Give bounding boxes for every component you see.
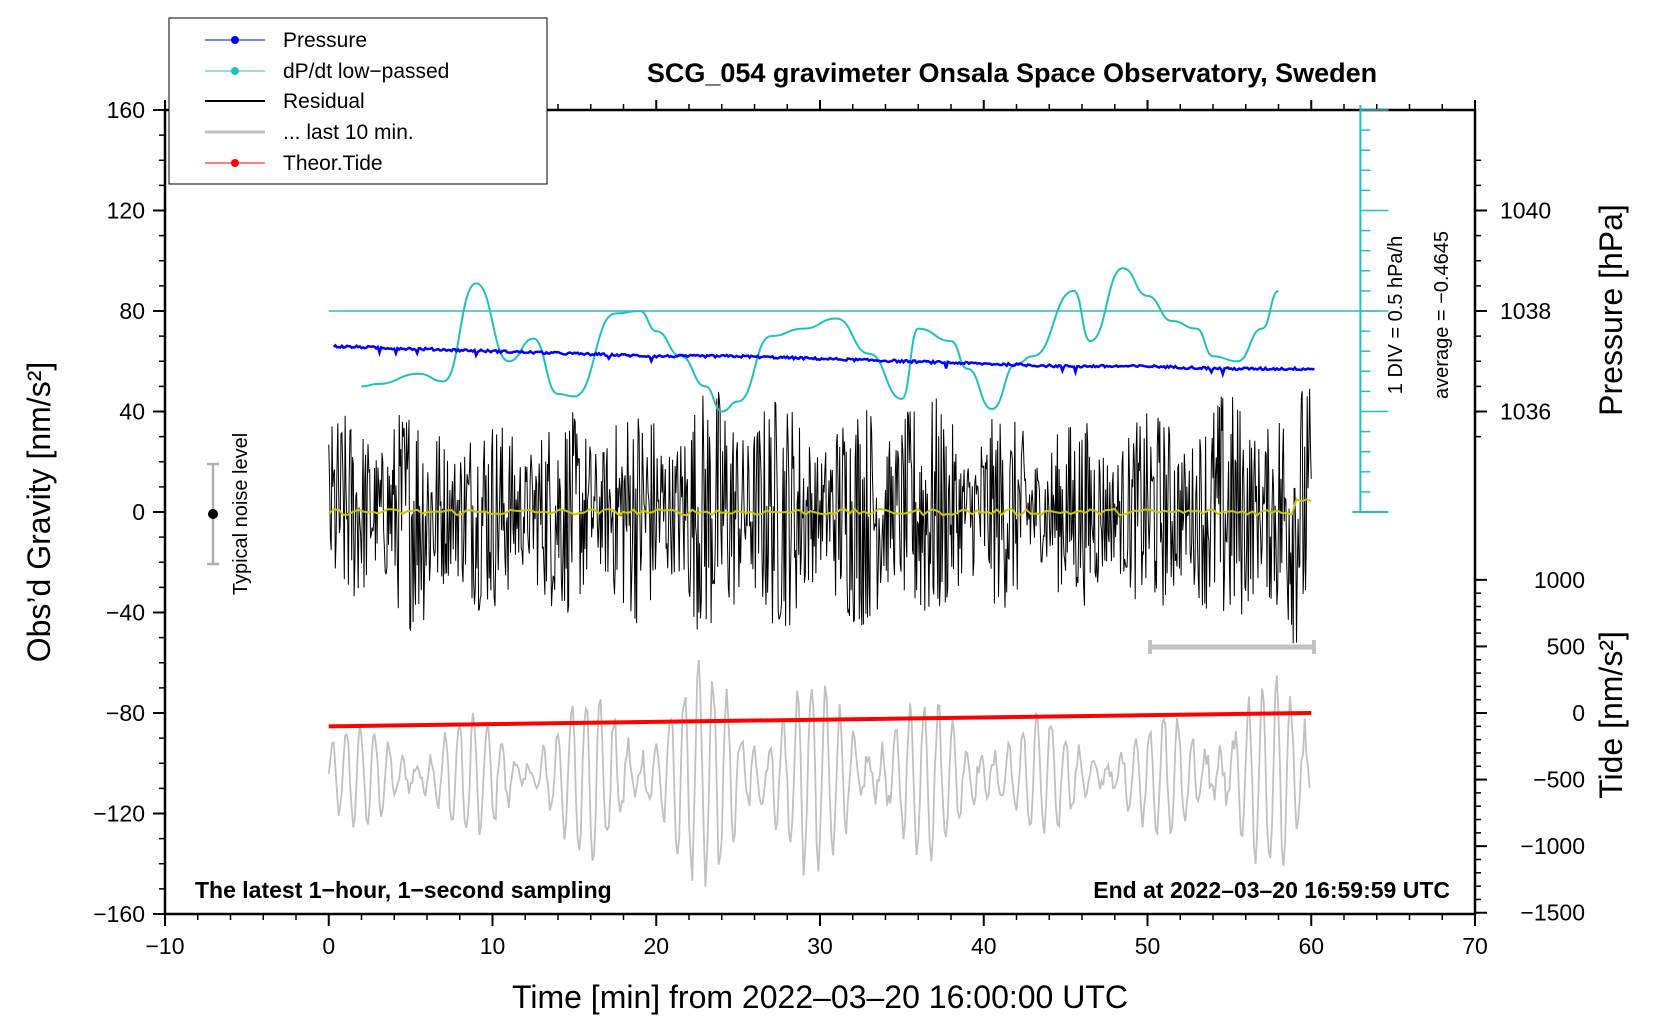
series-tide [328, 711, 1312, 729]
x-tick-label: −10 [145, 933, 184, 959]
y-tick-label: 40 [119, 399, 145, 425]
pressure-tick-label: 1038 [1500, 298, 1551, 324]
legend-entry-pressure: Pressure [205, 29, 367, 52]
x-tick-label: 40 [971, 933, 997, 959]
x-tick-label: 50 [1135, 933, 1161, 959]
tide-tick-label: 0 [1572, 700, 1585, 726]
x-tick-label: 70 [1462, 933, 1488, 959]
legend-label-dpdt: dP/dt low−passed [283, 60, 449, 83]
y-tick-label: −40 [106, 600, 145, 626]
y-tick-label: −80 [106, 700, 145, 726]
series-last10 [327, 659, 1311, 887]
dpdt-scale-bar [1352, 105, 1389, 513]
tide-axis-title: Tide [nm/s²] [1593, 631, 1629, 799]
pressure-tick-label: 1036 [1500, 399, 1551, 425]
x-tick-label: 20 [643, 933, 669, 959]
noise-level-indicator [207, 462, 219, 566]
x-axis-title: Time [min] from 2022–03–20 16:00:00 UTC [512, 979, 1128, 1015]
x-tick-label: 30 [807, 933, 833, 959]
y-tick-label: −160 [93, 901, 145, 927]
tide-tick-label: 500 [1547, 633, 1585, 659]
x-axis-ticks: −10 0 10 20 30 40 50 60 70 [145, 100, 1488, 959]
legend-marker-dpdt [231, 67, 239, 75]
end-time-note: End at 2022–03–20 16:59:59 UTC [1093, 877, 1450, 903]
tide-axis-ticks: 1000 500 0 −500 −1000 −1500 [1475, 567, 1585, 926]
noise-dot [208, 509, 218, 519]
series-pressure [332, 343, 1315, 379]
div-label: 1 DIV = 0.5 hPa/h [1385, 236, 1407, 394]
x-tick-label: 0 [322, 933, 335, 959]
y-tick-label: 0 [132, 499, 145, 525]
legend-label-residual: Residual [283, 90, 365, 113]
last-10-min-bracket [1148, 640, 1316, 654]
legend-entry-tide: Theor.Tide [205, 152, 383, 175]
pressure-axis-title: Pressure [hPa] [1593, 204, 1629, 416]
y-axis-title: Obs’d Gravity [nm/s²] [21, 362, 57, 663]
legend: Pressure dP/dt low−passed Residual ... l… [168, 17, 548, 185]
tide-tick-label: −1000 [1520, 833, 1585, 859]
legend-marker-tide [231, 159, 239, 167]
chart-title: SCG_054 gravimeter Onsala Space Observat… [647, 58, 1377, 88]
y-tick-label: −120 [93, 801, 145, 827]
legend-label-pressure: Pressure [283, 29, 367, 52]
tide-tick-label: 1000 [1534, 567, 1585, 593]
y-axis-ticks: −160 −120 −80 −40 0 40 80 120 160 [93, 97, 165, 927]
legend-marker-pressure [231, 36, 239, 44]
noise-label: Typical noise level [230, 433, 252, 595]
y-tick-label: 160 [107, 97, 145, 123]
tide-tick-label: −500 [1533, 767, 1585, 793]
sampling-note: The latest 1−hour, 1−second sampling [195, 877, 612, 903]
legend-label-tide: Theor.Tide [283, 152, 383, 175]
average-label: average = −0.4645 [1431, 231, 1453, 399]
pressure-tick-label: 1040 [1500, 198, 1551, 224]
series-dpdt [361, 267, 1279, 413]
x-tick-label: 60 [1298, 933, 1324, 959]
series-residual-mean [328, 497, 1312, 517]
y-tick-label: 80 [119, 298, 145, 324]
series-layer [327, 267, 1377, 887]
x-tick-label: 10 [480, 933, 506, 959]
legend-label-last10: ... last 10 min. [283, 121, 414, 144]
legend-entry-dpdt: dP/dt low−passed [205, 60, 449, 83]
pressure-axis-ticks: 1036 1038 1040 [1475, 159, 1551, 438]
legend-entry-residual: Residual [205, 90, 365, 113]
y-tick-label: 120 [107, 198, 145, 224]
tide-tick-label: −1500 [1520, 900, 1585, 926]
series-residual [328, 388, 1312, 644]
legend-entry-last10: ... last 10 min. [205, 121, 414, 144]
